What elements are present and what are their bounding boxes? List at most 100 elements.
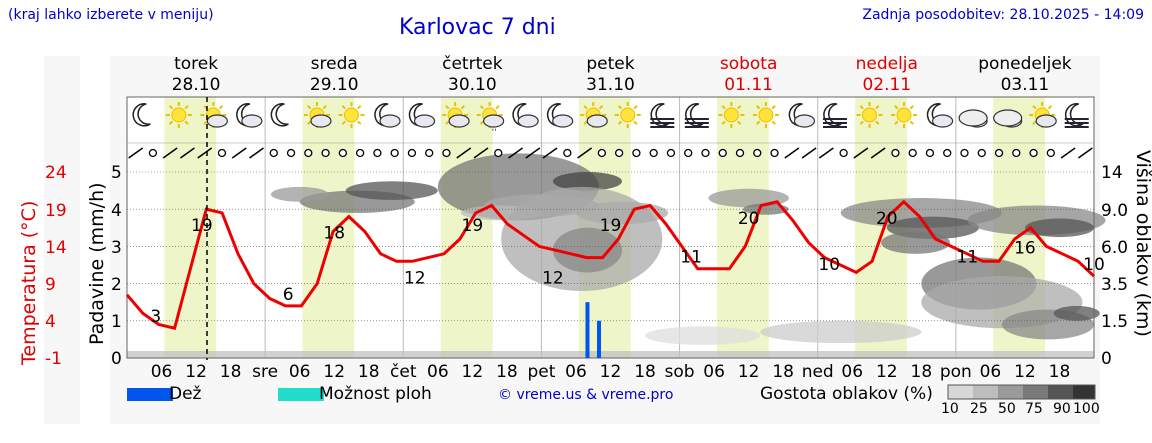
wind-barb-icon — [801, 147, 817, 159]
wind-barb-icon — [784, 147, 800, 159]
wind-calm-icon — [960, 148, 969, 158]
wind-calm-icon — [1012, 148, 1021, 158]
fog-moon-icon — [684, 103, 709, 128]
hour-label: pon — [940, 362, 972, 382]
wind-calm-icon — [1029, 148, 1038, 158]
wind-calm-icon — [701, 148, 710, 158]
hour-label: 18 — [1049, 362, 1071, 382]
moon-cloud-icon — [236, 103, 263, 128]
wind-calm-icon — [994, 148, 1004, 158]
rain-legend-label: Dež — [169, 384, 202, 404]
rain-tick: 2 — [111, 275, 122, 295]
hour-label: 12 — [323, 362, 345, 382]
cloud-blob — [881, 231, 951, 254]
wind-calm-icon — [321, 148, 330, 158]
rain-tick: 0 — [111, 349, 122, 369]
credit-link[interactable]: © vreme.us & vreme.pro — [498, 387, 674, 403]
sun-icon — [718, 102, 745, 128]
moon-icon — [270, 103, 289, 127]
temp-point-label: 19 — [600, 216, 622, 236]
rain-swatch — [127, 388, 173, 401]
wind-barb-icon — [180, 147, 195, 159]
wind-calm-icon — [148, 148, 158, 158]
rain-bar — [585, 302, 590, 358]
hour-label: sob — [665, 362, 695, 382]
hour-label: 06 — [703, 362, 725, 382]
temp-point-label: 6 — [283, 285, 294, 305]
hour-label: 18 — [772, 362, 794, 382]
sun-cloud-icon — [580, 102, 608, 128]
day-name: ponedeljek — [978, 54, 1072, 74]
wind-barb-icon — [162, 147, 178, 159]
wind-calm-icon — [217, 148, 227, 158]
day-name: sreda — [311, 54, 358, 74]
wind-calm-icon — [649, 148, 658, 158]
cloud-density-scale — [947, 384, 1096, 400]
cloud-blob — [1053, 305, 1100, 321]
cloud-icon — [993, 109, 1023, 128]
wind-calm-icon — [286, 148, 296, 158]
wind-calm-icon — [666, 148, 676, 158]
wind-calm-icon — [338, 148, 347, 158]
hour-label: 12 — [600, 362, 622, 382]
page-title: Karlovac 7 dni — [399, 15, 556, 40]
temp-tick: -1 — [45, 349, 62, 369]
wind-calm-icon — [373, 148, 382, 158]
wind-calm-icon — [425, 148, 434, 158]
daylight-band — [302, 97, 355, 358]
wind-barb-icon — [456, 147, 472, 159]
rain-tick: 1 — [111, 312, 122, 332]
wind-barb-icon — [128, 147, 144, 159]
wind-barb-icon — [818, 147, 834, 159]
hour-label: 18 — [496, 362, 518, 382]
wind-calm-icon — [925, 148, 935, 158]
rain-tick: 3 — [111, 238, 122, 258]
hour-label: 06 — [980, 362, 1002, 382]
sun-icon — [614, 102, 641, 128]
svg-text:'': '' — [492, 128, 497, 138]
hour-labels: 06 12 18 sre 06 12 18 čet 06 12 18 pet 06 12 18 sob 06 12… — [151, 362, 1071, 382]
wind-barb-icon — [508, 147, 523, 159]
cloud-tick: 14 — [1101, 163, 1123, 183]
cloud-blob — [1024, 218, 1094, 238]
temp-point-label: 18 — [323, 224, 345, 244]
sun-cloud-icon — [442, 102, 470, 128]
wind-barb-icon — [473, 147, 489, 159]
wind-calm-icon — [943, 148, 952, 158]
wind-calm-icon — [632, 148, 641, 158]
temp-point-label: 12 — [404, 268, 426, 288]
hour-label: 18 — [634, 362, 656, 382]
density-tick: 25 — [970, 401, 988, 417]
temp-point-label: 3 — [150, 307, 161, 327]
temp-point-label: 16 — [1014, 239, 1036, 259]
wind-barb-icon — [870, 147, 886, 159]
day-date: 30.10 — [448, 75, 497, 95]
moon-cloud-icon — [408, 103, 436, 128]
hour-label: 12 — [738, 362, 760, 382]
cloud-axis-label: Višina oblakov (km) — [1132, 150, 1152, 337]
day-date: 01.11 — [724, 75, 773, 95]
hour-label: 12 — [1014, 362, 1036, 382]
cloud-tick: 9.0 — [1101, 201, 1129, 221]
hour-label: 06 — [427, 362, 449, 382]
temp-point-label: 19 — [462, 216, 484, 236]
hour-label: 06 — [841, 362, 863, 382]
wind-calm-icon — [908, 148, 917, 158]
wind-calm-icon — [770, 148, 779, 158]
wind-barb-icon — [1060, 147, 1076, 159]
wind-calm-icon — [1046, 148, 1055, 158]
daylight-band — [716, 97, 769, 358]
hour-label: 12 — [876, 362, 898, 382]
cloud-blob — [552, 227, 623, 273]
rain-axis-label: Padavine (mm/h) — [86, 182, 108, 345]
hour-label: pet — [527, 362, 555, 382]
hour-label: ned — [802, 362, 834, 382]
sun-cloud-icon — [200, 102, 228, 128]
day-name: sobota — [720, 54, 778, 74]
wind-barb-icon — [577, 147, 593, 159]
temp-point-label: 20 — [738, 209, 760, 229]
hour-label: 06 — [289, 362, 311, 382]
shower-legend-label: Možnost ploh — [319, 384, 432, 404]
cloud-blob — [742, 203, 789, 215]
temp-point-label: 12 — [542, 268, 564, 288]
